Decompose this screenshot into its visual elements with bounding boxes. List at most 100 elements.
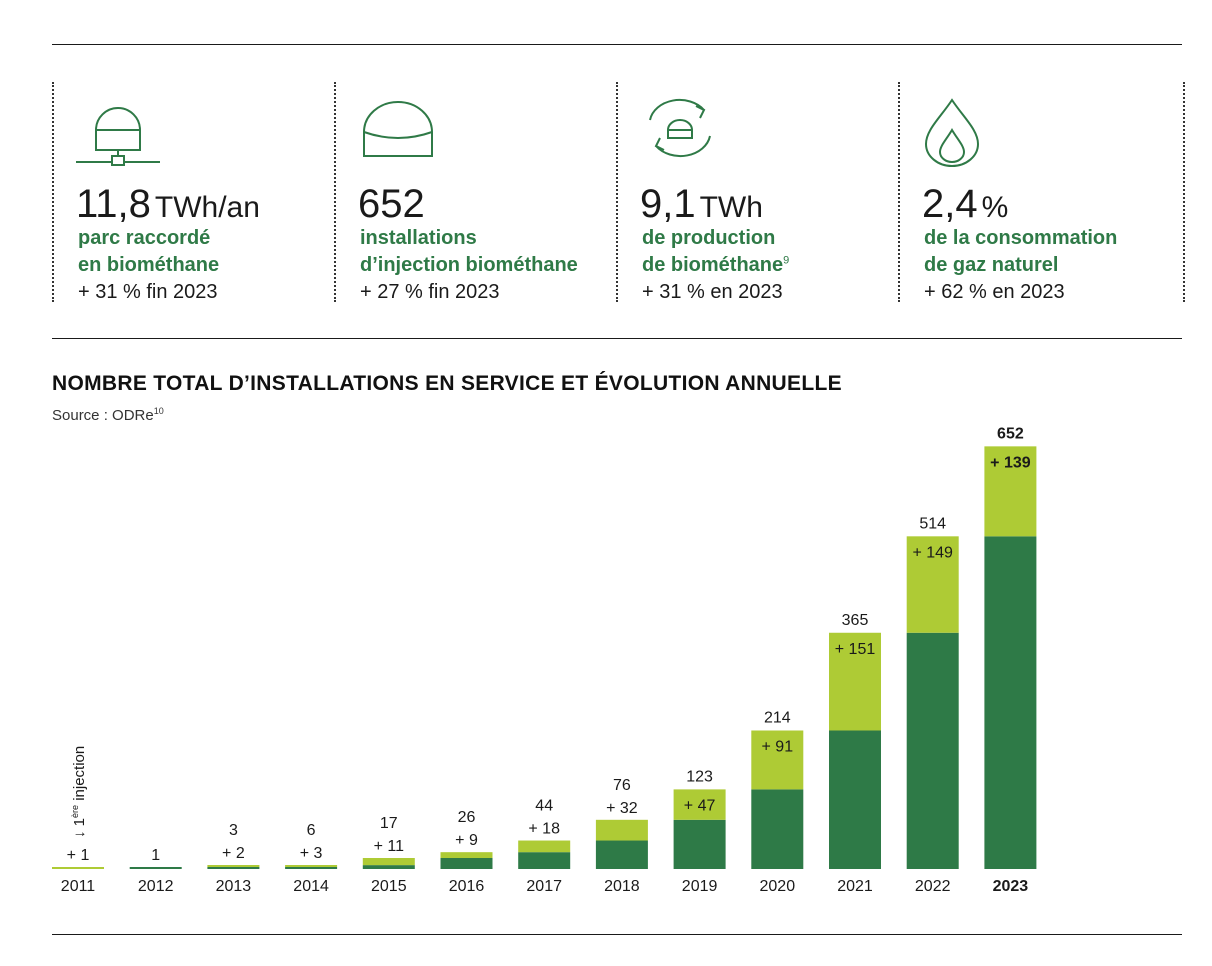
- increase-label-2017: + 18: [528, 821, 560, 838]
- x-tick-label-2011: 2011: [61, 878, 96, 895]
- bar-base-2020: [751, 789, 804, 869]
- total-label-2014: 6: [307, 822, 316, 839]
- bar-base-2016: [440, 857, 493, 869]
- kpi-installations: 652 installations d’injection biométhane…: [334, 82, 616, 303]
- increase-label-2014: + 3: [300, 845, 323, 862]
- x-tick-label-2022: 2022: [915, 878, 951, 895]
- x-tick-label-2016: 2016: [449, 878, 485, 895]
- increase-label-2016: + 9: [455, 832, 478, 849]
- dotted-divider: [616, 82, 618, 302]
- bar-base-2012: [129, 867, 182, 869]
- kpi-unit: %: [981, 191, 1009, 224]
- bar-increase-2022: [906, 536, 959, 633]
- kpi-label-line-2: de biométhane9: [642, 254, 790, 276]
- x-tick-label-2014: 2014: [293, 878, 329, 895]
- bar-increase-2014: [285, 865, 338, 867]
- total-label-2019: 123: [686, 768, 713, 785]
- biomethane-network-icon: [76, 96, 160, 185]
- kpi-label-line-1: parc raccordé: [78, 227, 211, 249]
- total-label-2016: 26: [458, 809, 476, 826]
- increase-label-2013: + 2: [222, 845, 245, 862]
- footnote-ref: 9: [783, 254, 790, 267]
- bar-increase-2019: [673, 789, 726, 820]
- total-label-2021: 365: [842, 612, 869, 629]
- x-tick-label-2023: 2023: [993, 878, 1029, 895]
- dotted-divider: [898, 82, 900, 302]
- middle-rule: [52, 338, 1182, 339]
- kpi-label-line-1: de la consommation: [924, 227, 1118, 249]
- kpi-value: 11,8 TWh/an: [76, 182, 260, 226]
- bar-increase-2016: [440, 852, 493, 858]
- kpi-evolution: + 31 % fin 2023: [78, 281, 218, 303]
- x-tick-label-2017: 2017: [526, 878, 562, 895]
- first-injection-annotation: ↓ 1ère injection: [70, 745, 88, 839]
- kpi-value: 9,1 TWh: [640, 182, 763, 226]
- bar-base-2022: [906, 632, 959, 869]
- chart-source: Source : ODRe10: [52, 406, 164, 424]
- kpi-label-line-2: de gaz naturel: [924, 254, 1059, 276]
- x-tick-label-2012: 2012: [138, 878, 174, 895]
- kpi-label-line-2: d’injection biométhane: [360, 254, 578, 276]
- increase-label-2015: + 11: [374, 838, 405, 855]
- bar-increase-2023: [984, 446, 1037, 537]
- bar-increase-2013: [207, 865, 260, 867]
- increase-label-2020: + 91: [762, 738, 794, 755]
- bar-base-2018: [595, 840, 648, 869]
- total-label-2017: 44: [535, 798, 553, 815]
- total-label-2013: 3: [229, 822, 238, 839]
- kpi-unit: TWh/an: [154, 191, 260, 224]
- bar-increase-2021: [829, 632, 881, 731]
- dotted-divider: [1183, 82, 1185, 302]
- total-label-2015: 17: [380, 815, 398, 832]
- increase-label-2019: + 47: [684, 797, 716, 814]
- total-label-2023: 652: [997, 425, 1024, 442]
- kpi-label-line-1: de production: [642, 227, 776, 249]
- gas-flame-icon: [922, 96, 982, 173]
- kpi-production: 9,1 TWh de production de biométhane9 + 31…: [616, 82, 898, 303]
- increase-label-2023: + 139: [990, 454, 1031, 471]
- bar-increase-2015: [362, 857, 415, 866]
- x-tick-label-2013: 2013: [216, 878, 252, 895]
- dotted-divider: [52, 82, 54, 302]
- kpi-evolution: + 62 % en 2023: [924, 281, 1065, 303]
- injection-installation-icon: [358, 96, 438, 171]
- bar-increase-2018: [595, 819, 648, 841]
- total-label-2022: 514: [919, 515, 946, 532]
- kpi-consumption: 2,4% de la consommation de gaz naturel +…: [898, 82, 1185, 303]
- bar-base-2014: [285, 867, 338, 869]
- down-arrow-icon: ↓: [71, 830, 88, 839]
- kpi-evolution: + 27 % fin 2023: [360, 281, 500, 303]
- bar-increase-2017: [518, 840, 571, 853]
- production-cycle-icon: [640, 96, 720, 165]
- kpi-evolution: + 31 % en 2023: [642, 281, 783, 303]
- x-tick-label-2018: 2018: [604, 878, 640, 895]
- kpi-value: 652: [358, 182, 425, 226]
- footnote-ref: 10: [153, 406, 164, 416]
- increase-label-2018: + 32: [606, 800, 638, 817]
- bar-base-2023: [984, 536, 1037, 869]
- bar-increase-2020: [751, 730, 804, 790]
- chart-title: NOMBRE TOTAL D’INSTALLATIONS EN SERVICE …: [52, 372, 842, 395]
- bar-base-2019: [673, 819, 726, 869]
- kpi-unit: TWh: [699, 191, 763, 224]
- x-tick-label-2019: 2019: [682, 878, 718, 895]
- kpi-value: 2,4%: [922, 182, 1009, 226]
- increase-label-2011: + 1: [67, 847, 90, 864]
- bar-increase-2011: [52, 867, 104, 869]
- x-tick-label-2015: 2015: [371, 878, 407, 895]
- bar-base-2017: [518, 852, 571, 869]
- bar-base-2015: [362, 865, 415, 869]
- kpi-network: 11,8 TWh/an parc raccordé en biométhane +…: [52, 82, 334, 303]
- kpi-row: 11,8 TWh/an parc raccordé en biométhane +…: [52, 82, 1185, 303]
- kpi-label-line-2: en biométhane: [78, 254, 220, 276]
- increase-label-2021: + 151: [835, 641, 876, 658]
- total-label-2018: 76: [613, 777, 631, 794]
- x-tick-label-2020: 2020: [760, 878, 796, 895]
- total-label-2020: 214: [764, 709, 791, 726]
- bottom-rule: [52, 934, 1182, 935]
- bar-base-2013: [207, 867, 260, 869]
- kpi-label-line-1: installations: [360, 227, 477, 249]
- dotted-divider: [334, 82, 336, 302]
- x-tick-label-2021: 2021: [837, 878, 873, 895]
